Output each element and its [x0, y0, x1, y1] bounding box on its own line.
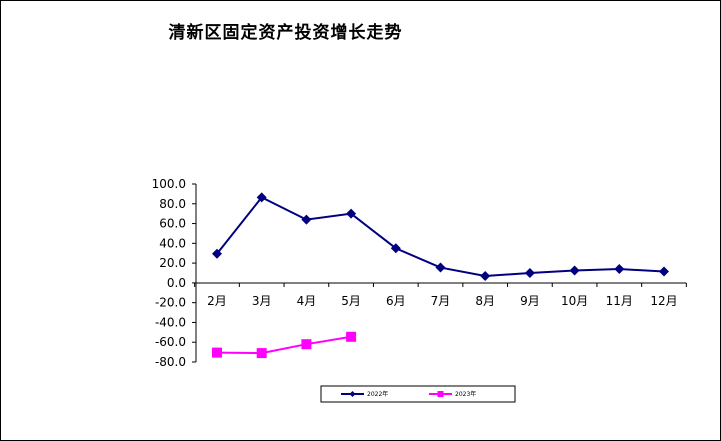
legend-box [320, 385, 516, 403]
legend-label: 2023年 [455, 390, 476, 398]
x-tick-label: 9月 [520, 294, 540, 308]
y-axis-ticks: 100.0 80.0 60.0 40.0 20.0 0.0 -20.0 -40.0 -60.0 -… [152, 177, 196, 369]
x-tick-label: 2月 [207, 294, 227, 308]
data-point [659, 266, 669, 277]
legend-marker [349, 391, 356, 397]
data-point [435, 262, 446, 273]
y-tick-label: -60.0 [155, 335, 186, 349]
y-tick-label: -20.0 [155, 296, 186, 310]
x-tick-label: 10月 [561, 294, 588, 308]
data-point [212, 248, 222, 259]
series-2 [212, 331, 357, 359]
y-tick-label: 80.0 [159, 197, 186, 211]
y-tick-label: 60.0 [159, 217, 186, 231]
data-point [346, 208, 357, 219]
legend-marker [437, 391, 444, 397]
y-tick-label: 40.0 [159, 236, 186, 250]
x-tick-label: 11月 [606, 294, 633, 308]
axes [195, 184, 687, 362]
y-tick-label: 0.0 [167, 276, 186, 290]
chart-title: 清新区固定资产投资增长走势 [168, 23, 403, 43]
y-tick-label: 100.0 [152, 177, 186, 191]
x-tick-label: 5月 [341, 294, 361, 308]
x-tick-label: 6月 [386, 294, 406, 308]
y-tick-label: -40.0 [155, 315, 186, 329]
data-point [480, 270, 491, 281]
x-tick-label: 4月 [297, 294, 317, 308]
data-point [614, 264, 625, 275]
x-tick-label: 8月 [475, 294, 495, 308]
y-tick-label: 20.0 [159, 256, 186, 270]
data-point [256, 192, 267, 203]
series-layer [212, 192, 669, 359]
legend: 2022年 2023年 [320, 385, 516, 403]
data-point [212, 347, 222, 358]
legend-label: 2022年 [367, 390, 388, 398]
series-line [216, 335, 352, 355]
data-point [301, 214, 312, 225]
data-point [524, 268, 535, 278]
x-tick-label: 3月 [252, 294, 272, 308]
data-point [346, 331, 357, 342]
data-point [390, 243, 401, 254]
data-point [569, 265, 580, 276]
data-point [301, 339, 312, 350]
series-1 [212, 192, 669, 281]
x-tick-label: 12月 [650, 294, 677, 308]
x-axis-ticks: 2月 3月 4月 5月 6月 7月 8月 9月 10月 11月 12月 [194, 283, 687, 308]
x-tick-label: 7月 [431, 294, 451, 308]
y-tick-label: -80.0 [155, 355, 186, 369]
data-point [256, 348, 267, 359]
